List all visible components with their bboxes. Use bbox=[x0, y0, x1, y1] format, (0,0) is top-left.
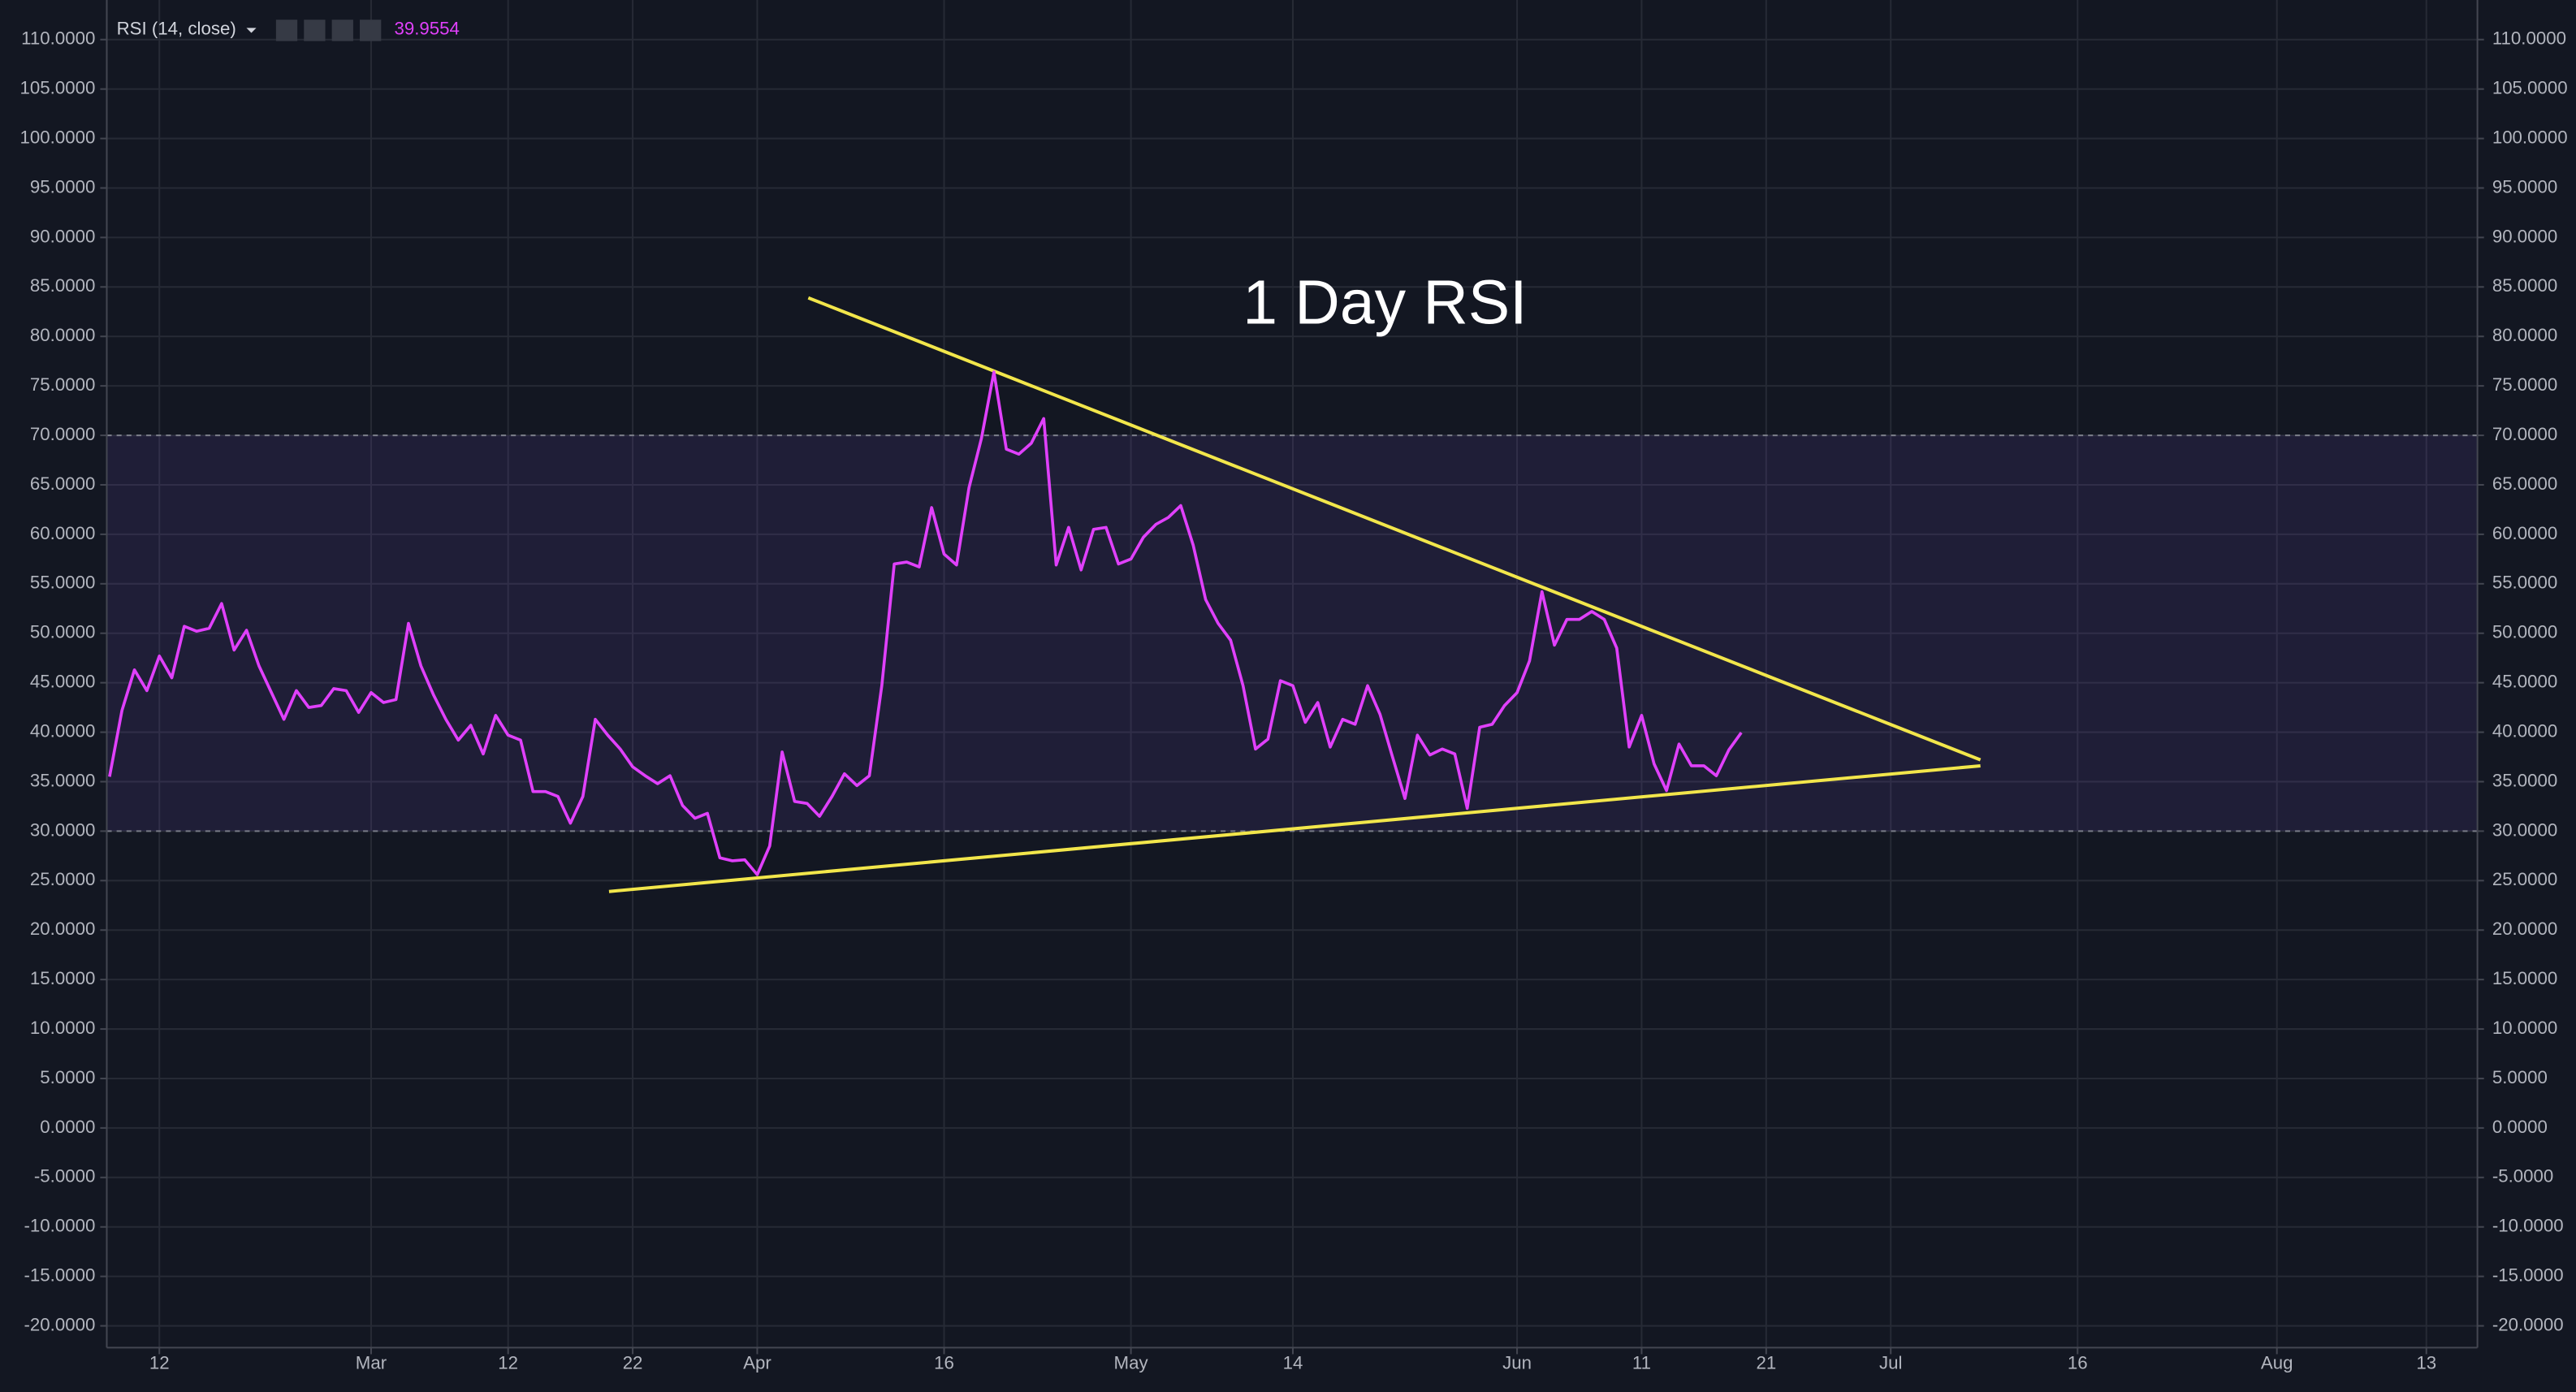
dropdown-arrow[interactable] bbox=[246, 28, 257, 33]
x-tick-label: 12 bbox=[149, 1352, 170, 1373]
y2-tick-label: 30.0000 bbox=[2492, 819, 2557, 840]
rsi-band bbox=[106, 435, 2478, 832]
y-tick-label: 0.0000 bbox=[40, 1117, 95, 1137]
y-tick-label: -20.0000 bbox=[24, 1314, 96, 1334]
band-layer bbox=[106, 434, 2478, 832]
y-tick-label: -10.0000 bbox=[24, 1216, 96, 1236]
indicator-icons bbox=[275, 19, 382, 41]
y-tick-label: 35.0000 bbox=[30, 770, 95, 790]
y2-tick-label: -5.0000 bbox=[2492, 1166, 2553, 1187]
y2-tick-label: -20.0000 bbox=[2492, 1314, 2564, 1334]
current-value: 39.9554 bbox=[395, 18, 460, 38]
x-tick-label: 16 bbox=[934, 1352, 954, 1373]
y-tick-label: 110.0000 bbox=[21, 28, 95, 49]
y2-tick-label: 40.0000 bbox=[2492, 720, 2557, 741]
y-tick-label: 95.0000 bbox=[30, 176, 95, 197]
x-tick-label: 16 bbox=[2068, 1352, 2088, 1373]
trend-line bbox=[608, 763, 1981, 893]
x-tick-label: Aug bbox=[2261, 1352, 2293, 1373]
y2-tick-label: 110.0000 bbox=[2492, 28, 2566, 49]
x-tick-label: Mar bbox=[356, 1352, 387, 1373]
y2-tick-label: 15.0000 bbox=[2492, 968, 2557, 988]
y-tick-label: 70.0000 bbox=[30, 424, 95, 444]
y-tick-label: 100.0000 bbox=[20, 127, 96, 147]
more-icon[interactable] bbox=[331, 19, 353, 41]
y2-tick-label: 20.0000 bbox=[2492, 919, 2557, 939]
y-tick-label: 10.0000 bbox=[30, 1018, 95, 1038]
x-tick-label: 12 bbox=[498, 1352, 518, 1373]
y-tick-label: 50.0000 bbox=[30, 622, 95, 642]
remove-icon[interactable] bbox=[360, 19, 382, 41]
y2-tick-label: 70.0000 bbox=[2492, 424, 2557, 444]
y2-tick-label: 105.0000 bbox=[2492, 78, 2568, 98]
y-tick-label: 60.0000 bbox=[30, 523, 95, 543]
y2-tick-label: 0.0000 bbox=[2492, 1117, 2548, 1137]
y-tick-label: -5.0000 bbox=[34, 1166, 95, 1187]
x-tick-label: 11 bbox=[1632, 1352, 1651, 1373]
y-tick-label: 30.0000 bbox=[30, 819, 95, 840]
x-tick-label: Jul bbox=[1879, 1352, 1902, 1373]
x-tick-label: May bbox=[1114, 1352, 1149, 1373]
y-tick-label: 5.0000 bbox=[40, 1067, 95, 1087]
y-tick-label: 55.0000 bbox=[30, 573, 95, 593]
y-tick-label: 90.0000 bbox=[30, 226, 95, 246]
y2-tick-label: 35.0000 bbox=[2492, 770, 2557, 790]
y2-tick-label: 5.0000 bbox=[2492, 1067, 2548, 1087]
settings-icon[interactable] bbox=[304, 19, 326, 41]
y2-tick-label: 85.0000 bbox=[2492, 275, 2557, 296]
y2-tick-label: 100.0000 bbox=[2492, 127, 2568, 147]
x-tick-label: 13 bbox=[2416, 1352, 2436, 1373]
x-tick-label: Apr bbox=[743, 1352, 772, 1373]
trend-line bbox=[807, 296, 1982, 762]
y2-tick-label: -15.0000 bbox=[2492, 1265, 2564, 1286]
chart-title: 1 Day RSI bbox=[1243, 268, 1527, 338]
y-tick-label: 85.0000 bbox=[30, 275, 95, 296]
y2-tick-label: 60.0000 bbox=[2492, 523, 2557, 543]
marks bbox=[108, 296, 1982, 893]
y-tick-label: -15.0000 bbox=[24, 1265, 96, 1286]
y2-tick-label: -10.0000 bbox=[2492, 1216, 2564, 1236]
y2-tick-label: 50.0000 bbox=[2492, 622, 2557, 642]
y2-tick-label: 75.0000 bbox=[2492, 374, 2557, 395]
y2-tick-label: 80.0000 bbox=[2492, 325, 2557, 345]
x-tick-label: 22 bbox=[623, 1352, 643, 1373]
y2-tick-label: 65.0000 bbox=[2492, 473, 2557, 494]
y2-tick-label: 45.0000 bbox=[2492, 672, 2557, 692]
y-tick-label: 80.0000 bbox=[30, 325, 95, 345]
y2-tick-label: 25.0000 bbox=[2492, 869, 2557, 889]
y2-tick-label: 95.0000 bbox=[2492, 176, 2557, 197]
y-tick-label: 65.0000 bbox=[30, 473, 95, 494]
indicator-label[interactable]: RSI (14, close) bbox=[117, 18, 236, 38]
x-tick-label: Jun bbox=[1502, 1352, 1532, 1373]
y-tick-label: 105.0000 bbox=[20, 78, 96, 98]
x-tick-label: 14 bbox=[1283, 1352, 1303, 1373]
y2-tick-label: 10.0000 bbox=[2492, 1018, 2557, 1038]
y-tick-label: 40.0000 bbox=[30, 720, 95, 741]
y-tick-label: 25.0000 bbox=[30, 869, 95, 889]
y-tick-label: 45.0000 bbox=[30, 672, 95, 692]
y-tick-label: 20.0000 bbox=[30, 919, 95, 939]
y-tick-label: 15.0000 bbox=[30, 968, 95, 988]
y2-tick-label: 55.0000 bbox=[2492, 573, 2557, 593]
visibility-icon[interactable] bbox=[275, 19, 298, 41]
y-tick-label: 75.0000 bbox=[30, 374, 95, 395]
x-tick-label: 21 bbox=[1756, 1352, 1776, 1373]
y2-tick-label: 90.0000 bbox=[2492, 226, 2557, 246]
rsi-line bbox=[108, 370, 1743, 876]
